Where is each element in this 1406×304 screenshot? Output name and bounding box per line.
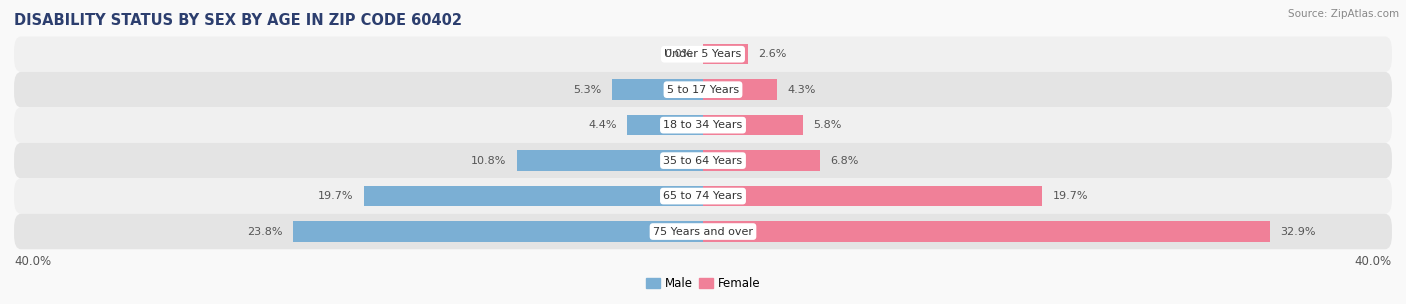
Bar [627, 115, 703, 136]
Text: 19.7%: 19.7% [318, 191, 353, 201]
Bar [703, 115, 803, 136]
FancyBboxPatch shape [14, 36, 1392, 72]
Text: Under 5 Years: Under 5 Years [665, 49, 741, 59]
Text: 6.8%: 6.8% [831, 156, 859, 166]
Bar [703, 150, 820, 171]
Text: 2.6%: 2.6% [758, 49, 786, 59]
Text: 4.4%: 4.4% [588, 120, 617, 130]
Text: 40.0%: 40.0% [1355, 254, 1392, 268]
Text: 10.8%: 10.8% [471, 156, 506, 166]
Text: 5.3%: 5.3% [574, 85, 602, 95]
FancyBboxPatch shape [14, 72, 1392, 107]
Text: 19.7%: 19.7% [1053, 191, 1088, 201]
Bar [703, 221, 1270, 242]
Text: 32.9%: 32.9% [1279, 226, 1316, 237]
Text: DISABILITY STATUS BY SEX BY AGE IN ZIP CODE 60402: DISABILITY STATUS BY SEX BY AGE IN ZIP C… [14, 13, 463, 28]
Text: 40.0%: 40.0% [14, 254, 51, 268]
Bar [703, 79, 778, 100]
FancyBboxPatch shape [14, 214, 1392, 249]
FancyBboxPatch shape [14, 107, 1392, 143]
Bar [703, 186, 1042, 206]
FancyBboxPatch shape [14, 143, 1392, 178]
Text: 35 to 64 Years: 35 to 64 Years [664, 156, 742, 166]
Text: 5 to 17 Years: 5 to 17 Years [666, 85, 740, 95]
Bar [517, 150, 703, 171]
Bar [292, 221, 703, 242]
Text: 18 to 34 Years: 18 to 34 Years [664, 120, 742, 130]
Text: 65 to 74 Years: 65 to 74 Years [664, 191, 742, 201]
Text: 5.8%: 5.8% [813, 120, 842, 130]
FancyBboxPatch shape [14, 178, 1392, 214]
Bar [364, 186, 703, 206]
Text: Source: ZipAtlas.com: Source: ZipAtlas.com [1288, 9, 1399, 19]
Text: 4.3%: 4.3% [787, 85, 815, 95]
Text: 23.8%: 23.8% [247, 226, 283, 237]
Legend: Male, Female: Male, Female [645, 277, 761, 290]
Text: 0.0%: 0.0% [665, 49, 693, 59]
Bar [703, 44, 748, 64]
Text: 75 Years and over: 75 Years and over [652, 226, 754, 237]
Bar [612, 79, 703, 100]
